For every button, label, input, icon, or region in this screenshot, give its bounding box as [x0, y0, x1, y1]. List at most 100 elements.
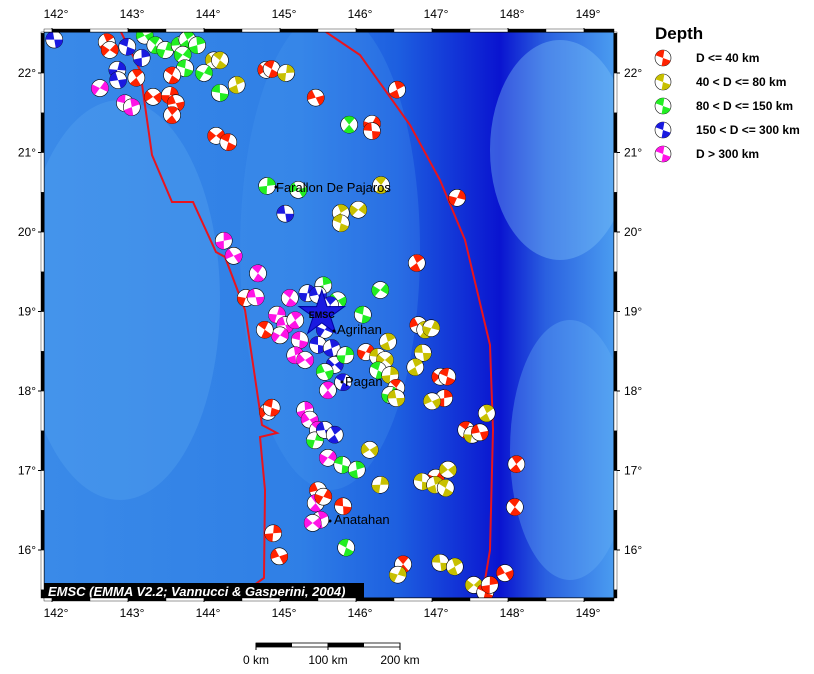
- lat-tick-label: 19°: [18, 305, 36, 319]
- beachball: [211, 51, 229, 70]
- lat-tick-label: 18°: [18, 384, 36, 398]
- beachball: [480, 576, 499, 594]
- lon-tick-label: 145°: [272, 606, 297, 620]
- beachball: [319, 448, 337, 467]
- beachball: [163, 106, 181, 124]
- lat-tick-label: 16°: [624, 543, 642, 557]
- beachball: [296, 351, 314, 369]
- beachball: [388, 565, 407, 584]
- beachball: [290, 331, 309, 349]
- beachball: [314, 487, 333, 506]
- beachball: [224, 247, 243, 265]
- beachball: [336, 346, 355, 365]
- lat-tick-label: 21°: [624, 146, 642, 160]
- beachball: [414, 344, 432, 362]
- place-dot: [332, 329, 336, 333]
- beachball: [371, 281, 390, 299]
- lat-tick-label: 16°: [18, 543, 36, 557]
- beachball: [123, 98, 141, 116]
- beachball: [334, 497, 352, 516]
- beachball: [91, 79, 109, 97]
- beachball: [249, 264, 267, 283]
- lon-tick-label: 144°: [196, 606, 221, 620]
- beachball: [277, 64, 295, 82]
- place-dot: [340, 380, 344, 384]
- lon-tick-label: 146°: [348, 606, 373, 620]
- earthquake-events: [45, 32, 526, 598]
- beachball: [188, 36, 206, 54]
- beachball: [436, 479, 455, 497]
- lat-tick-label: 20°: [624, 225, 642, 239]
- emsc-marker-label: EMSC: [309, 310, 336, 320]
- beachball: [264, 524, 282, 543]
- beachball: [360, 441, 379, 459]
- lon-tick-label: 144°: [196, 7, 221, 21]
- beachball: [471, 423, 489, 442]
- legend-title: Depth: [655, 24, 703, 43]
- beachball: [423, 392, 441, 411]
- lat-tick-label: 22°: [624, 66, 642, 80]
- beachball: [363, 122, 381, 140]
- beachball: [349, 200, 368, 219]
- credit-box: [44, 583, 364, 598]
- lat-tick-label: 20°: [18, 225, 36, 239]
- beachball: [100, 41, 119, 59]
- lon-tick-label: 145°: [272, 7, 297, 21]
- beachball: [163, 66, 181, 85]
- lon-tick-label: 143°: [120, 606, 145, 620]
- beachball: [388, 80, 406, 99]
- emsc-marker[interactable]: EMSC: [297, 288, 347, 335]
- beachball: [276, 204, 295, 223]
- beachball: [333, 456, 352, 474]
- beachball: [371, 476, 390, 494]
- place-pagan: Pagan: [345, 374, 383, 389]
- place-farallon-de-pajaros: Farallon De Pajaros: [276, 180, 391, 195]
- lat-tick-label: 19°: [624, 305, 642, 319]
- beachball: [477, 404, 496, 423]
- beachball: [219, 133, 238, 151]
- scale-label-200: 200 km: [380, 653, 419, 667]
- beachball: [127, 68, 146, 87]
- axis-labels: 142° 142° 143° 143° 144° 144° 145° 145° 146° 146°…: [18, 7, 643, 620]
- beachball: [496, 564, 514, 582]
- legend-item-label: D <= 40 km: [696, 51, 759, 65]
- beachball: [445, 557, 464, 576]
- beachball: [309, 336, 327, 354]
- beachball: [654, 121, 672, 139]
- beachball: [319, 381, 337, 400]
- beachball: [387, 389, 406, 407]
- legend-item-label: 40 < D <= 80 km: [696, 75, 786, 89]
- beachball: [132, 49, 151, 67]
- beachball: [372, 176, 390, 194]
- lon-tick-label: 143°: [120, 7, 145, 21]
- beachball: [262, 398, 281, 417]
- beachball: [258, 177, 276, 195]
- beachball: [286, 311, 305, 330]
- legend-item-label: D > 300 km: [696, 147, 759, 161]
- lat-tick-label: 17°: [18, 464, 36, 478]
- lat-tick-label: 17°: [624, 464, 642, 478]
- legend-item-label: 150 < D <= 300 km: [696, 123, 800, 137]
- lon-tick-label: 142°: [44, 7, 69, 21]
- beachball: [316, 363, 334, 381]
- beachball: [438, 367, 457, 386]
- beachball: [303, 514, 322, 532]
- beachball: [281, 289, 299, 307]
- lon-tick-label: 148°: [500, 7, 525, 21]
- beachball: [439, 460, 457, 479]
- legend: Depth D <= 40 km 40 < D <= 80 km 80 < D <=…: [654, 24, 800, 163]
- beachball: [144, 88, 162, 106]
- legend-item-label: 80 < D <= 150 km: [696, 99, 793, 113]
- beachball: [407, 254, 426, 272]
- plate-boundary-east: [325, 32, 495, 598]
- beachball: [654, 145, 672, 163]
- beachball: [337, 538, 355, 557]
- map-area[interactable]: EMSC Farallon De Pajaros Agrihan Pagan A…: [20, 10, 630, 601]
- beachball: [255, 320, 274, 339]
- beachball: [246, 288, 265, 306]
- beachball: [45, 32, 64, 49]
- beachball: [331, 214, 350, 233]
- lon-tick-label: 149°: [576, 7, 601, 21]
- beachball: [506, 498, 524, 516]
